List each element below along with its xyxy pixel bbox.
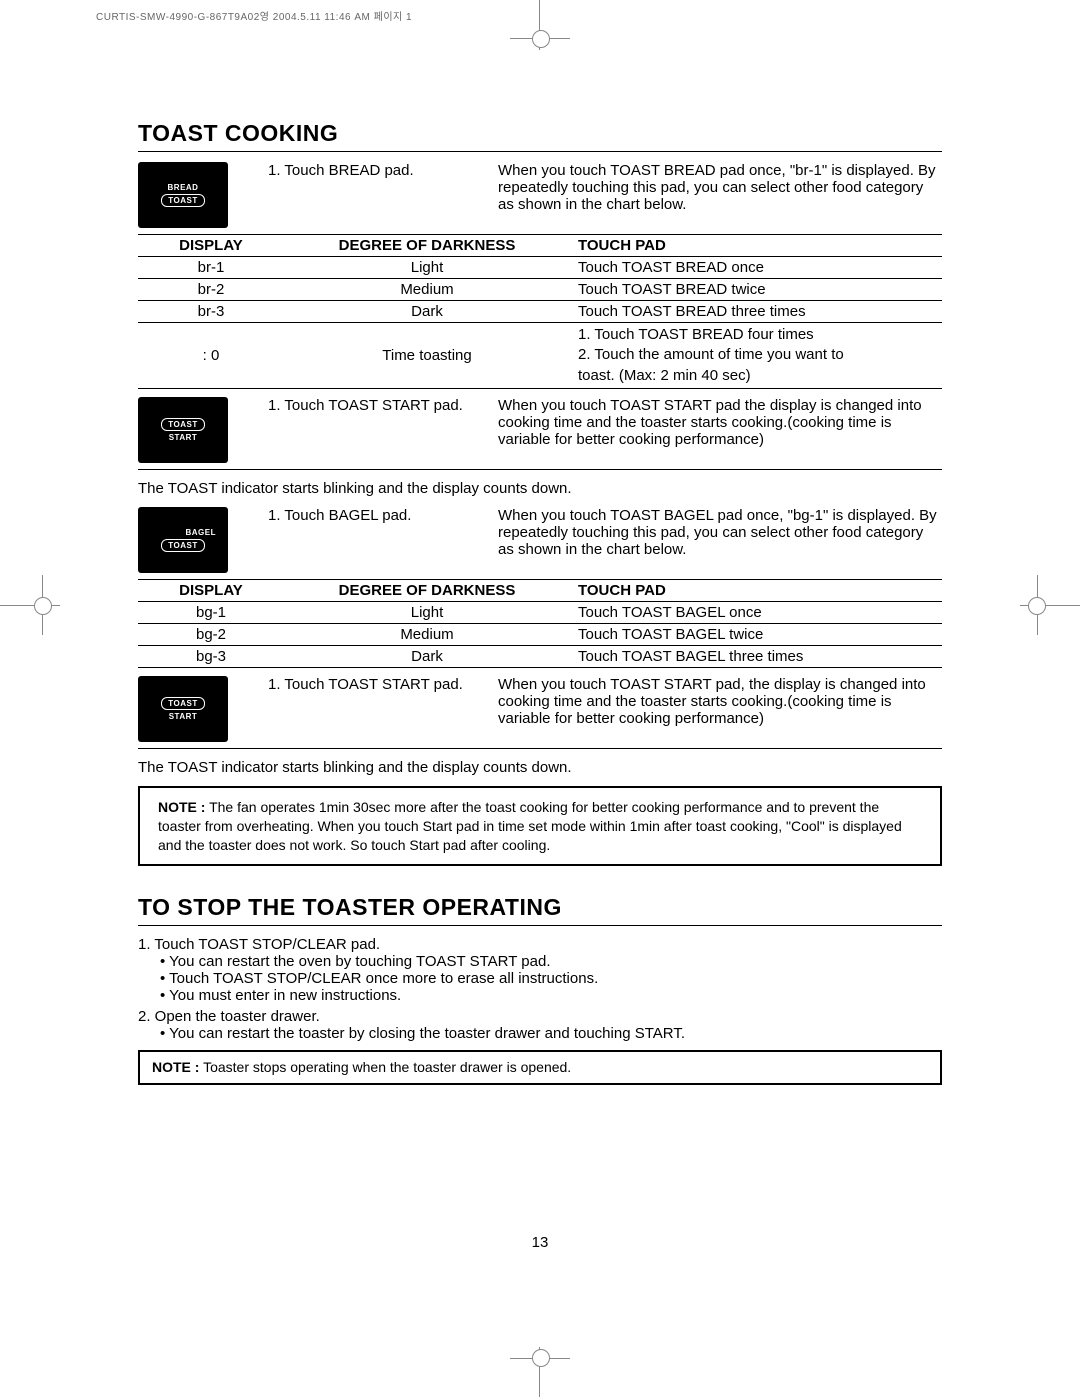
pad-label: TOAST (161, 697, 204, 710)
step-instruction: 1. Touch TOAST START pad. (268, 676, 498, 727)
divider (138, 748, 942, 749)
crop-mark (1028, 597, 1046, 615)
note-label: NOTE : (152, 1059, 199, 1075)
list-item: 1. Touch TOAST STOP/CLEAR pad. (138, 936, 942, 953)
divider (138, 151, 942, 152)
list-item: • You can restart the oven by touching T… (160, 953, 942, 970)
section-title-stop-toaster: TO STOP THE TOASTER OPERATING (138, 894, 942, 921)
step-instruction: 1. Touch BAGEL pad. (268, 507, 498, 558)
step-description: When you touch TOAST BREAD pad once, "br… (498, 162, 942, 213)
table-cell: Touch TOAST BREAD twice (570, 279, 942, 301)
table-cell: bg-1 (138, 601, 284, 623)
bread-toast-pad-icon: BREAD TOAST (138, 162, 228, 228)
page-number: 13 (0, 1234, 1080, 1251)
table-cell: br-1 (138, 257, 284, 279)
table-cell: Touch TOAST BREAD once (570, 257, 942, 279)
table-cell: Touch TOAST BAGEL once (570, 601, 942, 623)
table-header: TOUCH PAD (570, 579, 942, 601)
pad-label: TOAST (161, 194, 204, 207)
pad-label: BREAD (168, 183, 199, 192)
pad-label: TOAST (161, 418, 204, 431)
list-item: • Touch TOAST STOP/CLEAR once more to er… (160, 970, 942, 987)
pad-label: TOAST (161, 539, 204, 552)
list-item: • You can restart the toaster by closing… (160, 1025, 942, 1042)
table-row: bg-2 Medium Touch TOAST BAGEL twice (138, 623, 942, 645)
table-cell: Medium (284, 623, 570, 645)
table-cell: Medium (284, 279, 570, 301)
note-text: The fan operates 1min 30sec more after t… (158, 799, 902, 853)
table-header: TOUCH PAD (570, 235, 942, 257)
divider (138, 925, 942, 926)
toast-start-pad-icon: TOAST START (138, 676, 228, 742)
table-row: br-2 Medium Touch TOAST BREAD twice (138, 279, 942, 301)
list-item: • You must enter in new instructions. (160, 987, 942, 1004)
table-row: : 0 Time toasting 1. Touch TOAST BREAD f… (138, 323, 942, 389)
table-cell: br-3 (138, 301, 284, 323)
step-instruction: 1. Touch BREAD pad. (268, 162, 498, 213)
table-row: br-1 Light Touch TOAST BREAD once (138, 257, 942, 279)
crop-mark (532, 1349, 550, 1367)
note-label: NOTE : (158, 799, 205, 815)
table-cell: bg-3 (138, 645, 284, 667)
table-cell: Time toasting (284, 323, 570, 389)
table-cell: Touch TOAST BAGEL three times (570, 645, 942, 667)
list-item: 2. Open the toaster drawer. (138, 1008, 942, 1025)
table-row: br-3 Dark Touch TOAST BREAD three times (138, 301, 942, 323)
table-header: DISPLAY (138, 579, 284, 601)
table-row: bg-3 Dark Touch TOAST BAGEL three times (138, 645, 942, 667)
crop-mark (34, 597, 52, 615)
table-cell: Touch TOAST BAGEL twice (570, 623, 942, 645)
table-cell: bg-2 (138, 623, 284, 645)
step-description: When you touch TOAST BAGEL pad once, "bg… (498, 507, 942, 558)
note-box: NOTE : The fan operates 1min 30sec more … (138, 786, 942, 867)
table-cell: 1. Touch TOAST BREAD four times 2. Touch… (570, 323, 942, 389)
table-cell: Dark (284, 301, 570, 323)
table-cell: br-2 (138, 279, 284, 301)
note-text: Toaster stops operating when the toaster… (199, 1059, 571, 1075)
crop-mark (532, 30, 550, 48)
step-description: When you touch TOAST START pad, the disp… (498, 676, 942, 727)
bagel-darkness-table: DISPLAY DEGREE OF DARKNESS TOUCH PAD bg-… (138, 579, 942, 668)
table-header: DISPLAY (138, 235, 284, 257)
table-cell: Light (284, 601, 570, 623)
note-box: NOTE : Toaster stops operating when the … (138, 1050, 942, 1085)
table-cell: Light (284, 257, 570, 279)
table-header: DEGREE OF DARKNESS (284, 579, 570, 601)
pad-label: START (169, 712, 198, 721)
table-cell: Touch TOAST BREAD three times (570, 301, 942, 323)
step-description: When you touch TOAST START pad the displ… (498, 397, 942, 448)
table-row: bg-1 Light Touch TOAST BAGEL once (138, 601, 942, 623)
bagel-toast-pad-icon: BAGEL TOAST (138, 507, 228, 573)
toast-start-pad-icon: TOAST START (138, 397, 228, 463)
pad-label: BAGEL (186, 528, 217, 537)
print-header: CURTIS-SMW-4990-G-867T9A02영 2004.5.11 11… (96, 8, 412, 23)
caption: The TOAST indicator starts blinking and … (138, 759, 942, 776)
table-cell: Dark (284, 645, 570, 667)
section-title-toast-cooking: TOAST COOKING (138, 120, 942, 147)
step-instruction: 1. Touch TOAST START pad. (268, 397, 498, 448)
caption: The TOAST indicator starts blinking and … (138, 480, 942, 497)
table-header: DEGREE OF DARKNESS (284, 235, 570, 257)
table-cell: : 0 (138, 323, 284, 389)
pad-label: START (169, 433, 198, 442)
divider (138, 469, 942, 470)
bread-darkness-table: DISPLAY DEGREE OF DARKNESS TOUCH PAD br-… (138, 234, 942, 389)
